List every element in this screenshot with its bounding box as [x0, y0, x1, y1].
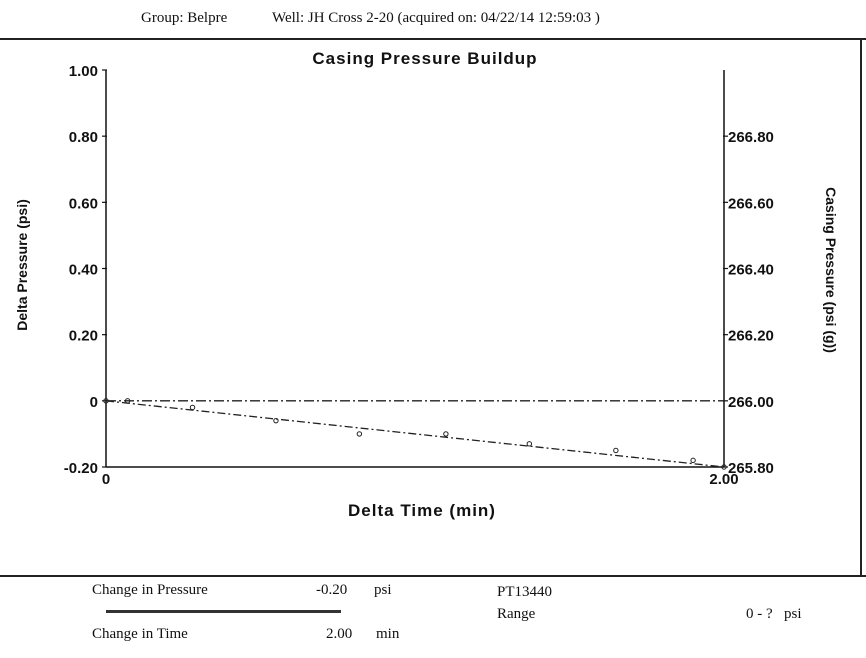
data-point [443, 431, 449, 437]
change-pressure-value: -0.20 [316, 582, 348, 598]
frame-right-rule [860, 38, 862, 577]
chart-title: Casing Pressure Buildup [312, 49, 537, 68]
frame-top-rule [0, 38, 866, 40]
y-tick-label: 0.80 [69, 129, 98, 146]
x-axis-label: Delta Time (min) [348, 501, 496, 520]
well-label: Well: JH Cross 2-20 (acquired on: 04/22/… [272, 10, 600, 26]
data-point [356, 431, 363, 437]
range-label: Range [497, 606, 536, 622]
data-point [690, 457, 696, 464]
data-point [103, 398, 109, 404]
trend-line [105, 400, 725, 468]
change-time-label: Change in Time [92, 626, 188, 642]
casing-pressure-chart: 1.000.800.600.400.200-0.20266.80266.6026… [14, 49, 839, 520]
y2-tick-label: 265.80 [728, 460, 774, 477]
group-label: Group: Belpre [141, 10, 228, 26]
data-points-layer [103, 398, 727, 470]
tick-marks [102, 69, 728, 468]
frame-bottom-rule [0, 575, 866, 577]
data-point [526, 441, 533, 447]
y-tick-label: 0.40 [69, 262, 98, 279]
change-pressure-unit: psi [374, 582, 392, 598]
range-value: 0 - ? [746, 606, 773, 622]
x-tick-label: 2.00 [709, 471, 738, 488]
chart-axes [105, 70, 725, 468]
change-time-unit: min [376, 626, 400, 642]
data-point [721, 464, 727, 470]
data-point [124, 398, 131, 404]
y-tick-label: -0.20 [64, 460, 98, 477]
y-tick-label: 0.20 [69, 328, 98, 345]
y2-tick-label: 266.80 [728, 129, 774, 146]
data-point [273, 417, 279, 424]
y-tick-label: 0 [90, 394, 98, 411]
range-unit: psi [784, 606, 802, 622]
change-pressure-label: Change in Pressure [92, 582, 208, 598]
x-tick-label: 0 [102, 471, 110, 488]
change-time-value: 2.00 [326, 626, 353, 642]
footer-divider [106, 610, 341, 613]
y2-tick-label: 266.20 [728, 328, 774, 345]
y2-tick-label: 266.60 [728, 195, 774, 212]
y-tick-label: 1.00 [69, 63, 98, 80]
tick-labels-layer: 1.000.800.600.400.200-0.20266.80266.6026… [64, 63, 774, 488]
y2-axis-label: Casing Pressure (psi (g)) [823, 187, 839, 353]
y-axis-label: Delta Pressure (psi) [14, 199, 30, 331]
y-tick-label: 0.60 [69, 195, 98, 212]
y2-tick-label: 266.00 [728, 394, 774, 411]
data-point [613, 447, 619, 454]
sensor-id: PT13440 [497, 584, 553, 600]
y2-tick-label: 266.40 [728, 262, 774, 279]
data-point [189, 404, 196, 411]
report-header: Group: Belpre Well: JH Cross 2-20 (acqui… [0, 10, 866, 34]
trend-line-layer [105, 400, 725, 468]
